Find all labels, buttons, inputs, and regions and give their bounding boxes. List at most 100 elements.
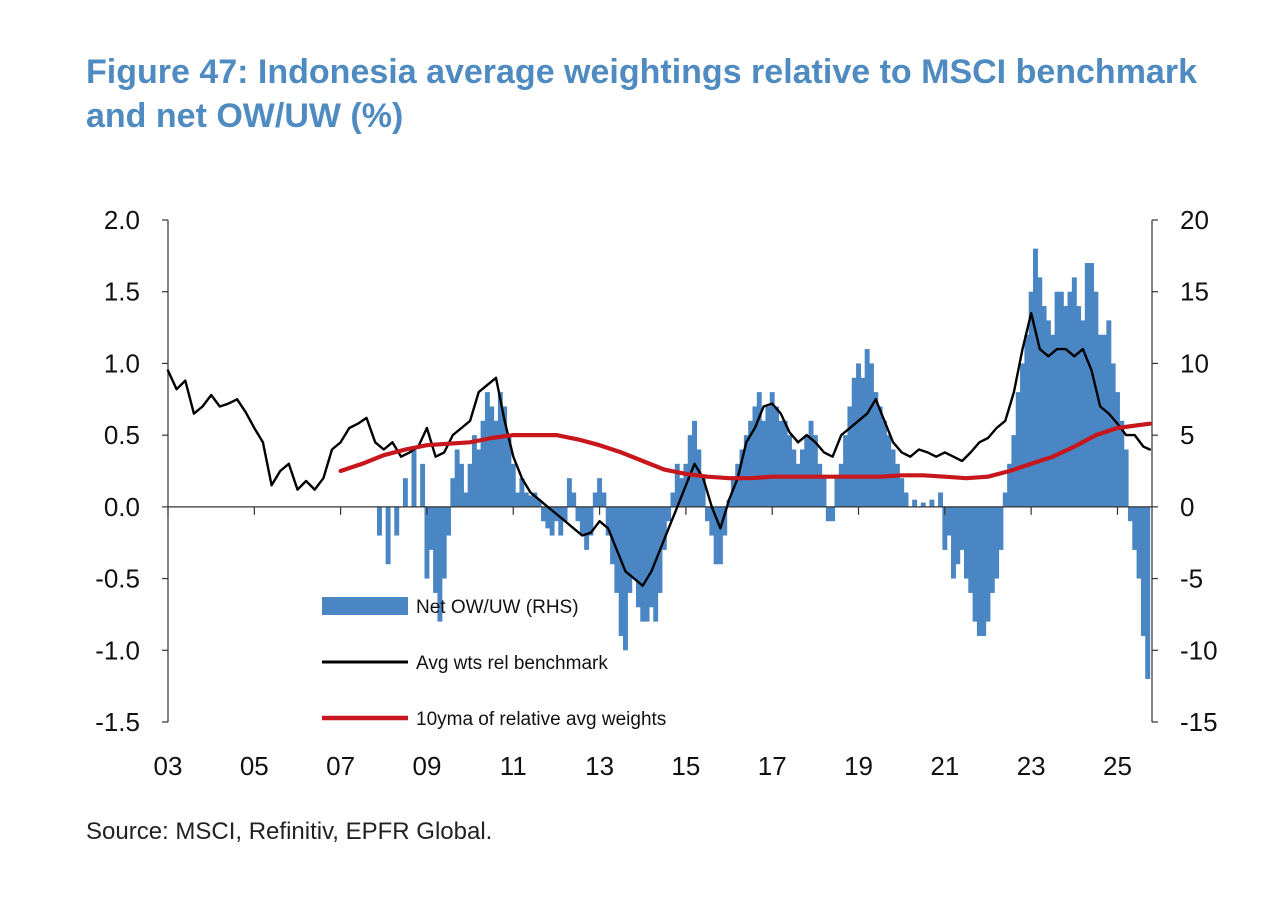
y-left-tick-label: -1.0 xyxy=(95,635,140,665)
x-tick-label: 07 xyxy=(326,751,355,781)
bar-net-owuw xyxy=(1063,306,1069,507)
bar-net-owuw xyxy=(515,492,521,507)
bar-net-owuw xyxy=(510,463,516,507)
bar-net-owuw xyxy=(519,478,525,507)
bar-net-owuw xyxy=(666,506,672,522)
y-left-tick-label: -0.5 xyxy=(95,564,140,594)
bar-net-owuw xyxy=(1067,291,1073,507)
x-tick-label: 17 xyxy=(758,751,787,781)
bar-net-owuw xyxy=(1080,320,1086,507)
bar-net-owuw xyxy=(648,506,654,608)
bar-net-owuw xyxy=(864,349,870,507)
bar-net-owuw xyxy=(528,495,533,507)
bar-net-owuw xyxy=(1020,363,1025,507)
x-tick-label: 23 xyxy=(1017,751,1046,781)
bar-net-owuw xyxy=(1119,420,1125,507)
bar-net-owuw xyxy=(696,449,702,507)
bar-net-owuw xyxy=(541,506,546,522)
bar-net-owuw xyxy=(869,363,874,507)
legend-label: Net OW/UW (RHS) xyxy=(416,597,579,618)
bar-net-owuw xyxy=(877,406,883,507)
y-right-tick-label: 5 xyxy=(1180,420,1194,450)
bar-net-owuw xyxy=(459,463,464,507)
line-avg-wts xyxy=(166,312,1151,587)
x-tick-label: 25 xyxy=(1103,751,1132,781)
x-tick-label: 21 xyxy=(930,751,959,781)
bar-net-owuw xyxy=(562,506,568,522)
bar-net-owuw xyxy=(428,506,434,550)
bar-net-owuw xyxy=(1037,277,1043,507)
bar-net-owuw xyxy=(661,506,667,550)
legend-swatch-bars xyxy=(322,597,408,615)
bar-net-owuw xyxy=(976,506,982,636)
bar-net-owuw xyxy=(787,435,792,507)
bar-net-owuw xyxy=(605,506,611,536)
bar-net-owuw xyxy=(402,478,408,507)
legend-label: Avg wts rel benchmark xyxy=(416,653,608,674)
chart-title: Figure 47: Indonesia average weightings … xyxy=(86,53,1197,135)
bar-net-owuw xyxy=(1033,248,1038,507)
bar-net-owuw xyxy=(1058,291,1064,507)
bar-net-owuw xyxy=(1045,320,1051,507)
bar-net-owuw xyxy=(489,406,495,507)
bar-net-owuw xyxy=(579,506,585,536)
bar-net-owuw xyxy=(670,492,676,507)
bar-net-owuw xyxy=(1132,506,1138,550)
bar-net-owuw xyxy=(545,506,551,529)
bar-net-owuw xyxy=(610,506,615,565)
bar-net-owuw xyxy=(730,478,736,507)
bar-net-owuw xyxy=(761,420,767,507)
bar-net-owuw xyxy=(1136,506,1142,579)
bar-net-owuw xyxy=(1007,463,1013,507)
bar-net-owuw xyxy=(679,478,685,507)
bar-net-owuw xyxy=(601,492,607,507)
x-tick-label: 05 xyxy=(240,751,269,781)
bar-net-owuw xyxy=(450,478,456,507)
bar-net-owuw xyxy=(951,506,956,579)
bar-net-owuw xyxy=(856,363,861,507)
bar-net-owuw xyxy=(493,420,499,507)
bar-net-owuw xyxy=(843,435,849,507)
bar-net-owuw xyxy=(713,506,719,565)
x-tick-label: 15 xyxy=(671,751,700,781)
bar-net-owuw xyxy=(743,435,749,507)
bar-net-owuw xyxy=(1089,263,1095,507)
bar-net-owuw xyxy=(454,449,460,507)
y-left-tick-label: 1.0 xyxy=(104,348,140,378)
bar-net-owuw xyxy=(881,420,887,507)
bar-net-owuw xyxy=(752,406,758,507)
bar-net-owuw xyxy=(795,463,801,507)
bar-net-owuw xyxy=(938,492,943,507)
bar-net-owuw xyxy=(411,449,417,507)
bar-net-owuw xyxy=(463,492,469,507)
bar-net-owuw xyxy=(446,506,451,536)
bar-net-owuw xyxy=(1102,334,1107,507)
bar-net-owuw xyxy=(523,492,529,507)
bar-net-owuw xyxy=(480,420,486,507)
bar-net-owuw xyxy=(1093,291,1099,507)
ticks-group: 2.0 1.5 1.0 0.5 0.0 -0.5 -1.0 -1.5 20 15 10 5 0 -5 -10… xyxy=(95,205,1217,781)
bar-net-owuw xyxy=(1041,306,1047,507)
bar-net-owuw xyxy=(687,435,693,507)
bar-net-owuw xyxy=(920,502,926,507)
bar-net-owuw xyxy=(929,499,935,507)
y-right-tick-label: 0 xyxy=(1180,492,1194,522)
y-left-tick-label: 0.5 xyxy=(104,420,140,450)
bar-net-owuw xyxy=(903,492,909,507)
y-left-tick-label: 0.0 xyxy=(104,492,140,522)
bar-net-owuw xyxy=(1054,291,1060,507)
bar-net-owuw xyxy=(377,506,382,536)
bar-net-owuw xyxy=(717,506,723,565)
x-tick-label: 11 xyxy=(500,751,527,781)
bar-net-owuw xyxy=(441,506,447,579)
bar-net-owuw xyxy=(558,506,564,536)
bar-net-owuw xyxy=(385,506,391,565)
bar-net-owuw xyxy=(502,406,508,507)
bar-net-owuw xyxy=(838,463,844,507)
axes-group xyxy=(167,220,1153,722)
x-tick-label: 09 xyxy=(412,751,441,781)
bar-net-owuw xyxy=(1140,506,1146,636)
bar-net-owuw xyxy=(735,463,741,507)
bar-net-owuw xyxy=(942,506,948,550)
bar-net-owuw xyxy=(890,449,896,507)
